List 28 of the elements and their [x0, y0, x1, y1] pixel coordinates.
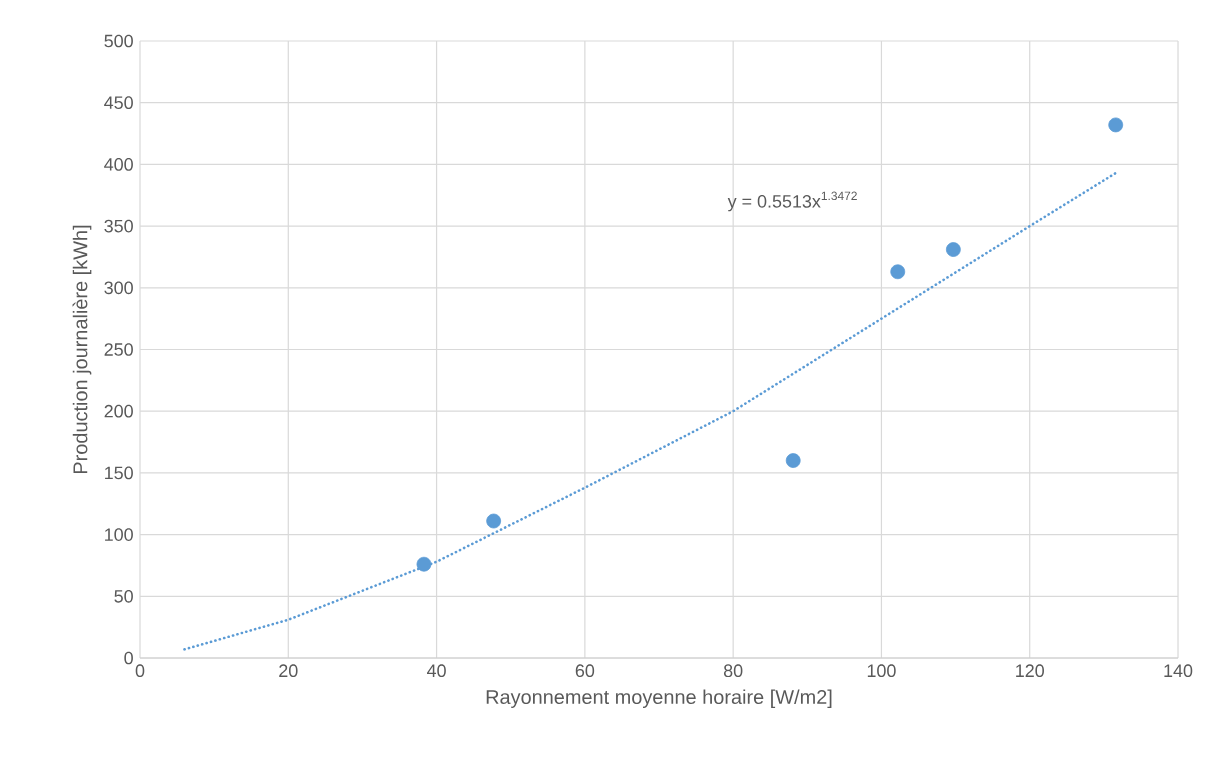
y-tick-label: 50 [114, 589, 133, 603]
y-tick-label: 400 [104, 158, 133, 171]
y-tick-label: 0 [124, 651, 133, 665]
point [486, 513, 502, 529]
x-tick-label: 60 [575, 664, 595, 678]
x-tick-label: 100 [867, 664, 896, 678]
point [890, 264, 906, 280]
y-tick-label: 500 [104, 34, 133, 48]
y-tick-label: 300 [104, 281, 133, 295]
x-tick-label: 80 [723, 664, 743, 678]
point [416, 556, 432, 572]
x-tick-label: 120 [1016, 664, 1044, 678]
point [1108, 117, 1124, 133]
y-tick-label: 350 [104, 219, 133, 233]
x-tick-label: 0 [135, 664, 145, 678]
y-tick-label: 100 [105, 528, 133, 541]
x-tick-label: 40 [427, 664, 446, 678]
point [785, 453, 801, 468]
y-axis-title: Production journalière [kWh] [72, 225, 92, 474]
y-tick-label: 250 [104, 343, 133, 356]
x-tick-label: 20 [279, 664, 298, 678]
x-axis-title: Rayonnement moyenne horaire [W/m2] [486, 689, 832, 708]
y-tick-label: 450 [104, 96, 133, 110]
y-tick-label: 150 [105, 466, 133, 480]
point [945, 242, 961, 257]
x-tick-label: 140 [1164, 664, 1193, 678]
y-tick-label: 200 [104, 404, 133, 418]
annotation: y = 0.5513x$^{1.3472}$ [727, 191, 857, 212]
